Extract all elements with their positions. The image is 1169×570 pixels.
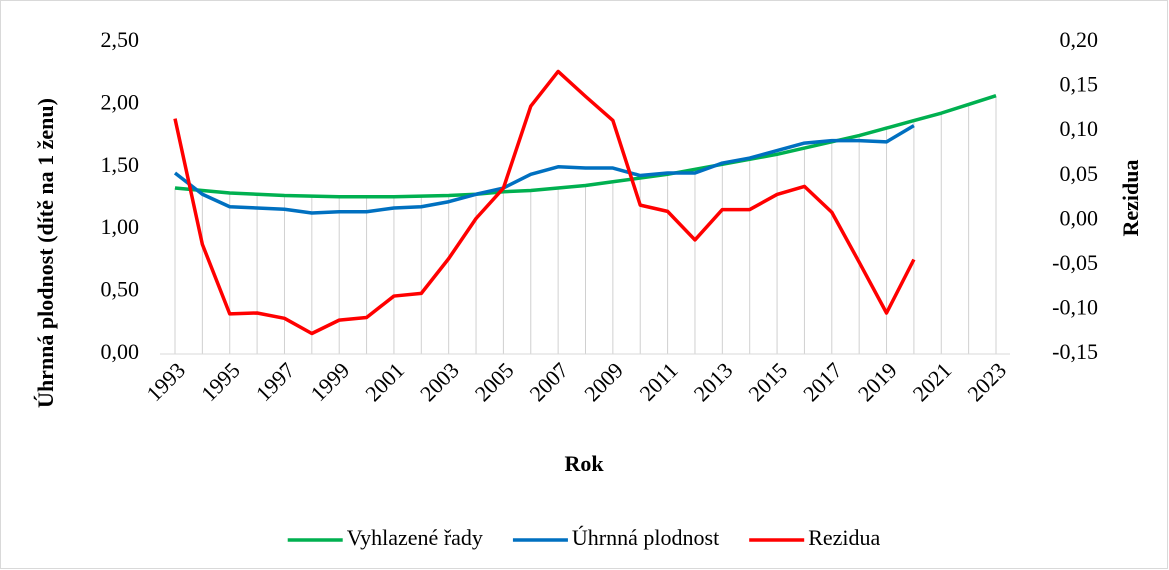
y-tick-label: 1,00 [101,214,140,239]
y2-tick-label: 0,20 [1060,27,1099,52]
y-tick-label: 0,50 [101,277,140,302]
y-tick-label: 0,00 [101,339,140,364]
legend-label: Rezidua [808,525,880,550]
y2-tick-label: 0,00 [1060,205,1099,230]
y-axis-title: Úhrnná plodnost (dítě na 1 ženu) [33,98,58,408]
y-tick-label: 2,50 [101,27,140,52]
y-tick-label: 1,50 [101,152,140,177]
series-line [173,124,915,215]
x-axis-title: Rok [564,451,604,476]
y2-tick-label: 0,15 [1060,72,1099,97]
series-line [174,93,997,199]
y2-tick-label: 0,10 [1060,116,1099,141]
legend-label: Vyhlazené řady [347,525,483,550]
y2-tick-label: -0,10 [1052,294,1098,319]
y2-axis-title: Rezidua [1118,160,1143,237]
legend-label: Úhrnná plodnost [572,525,719,550]
series-line [173,69,916,336]
y-tick-label: 2,00 [101,89,140,114]
y2-tick-label: 0,05 [1060,161,1099,186]
y2-tick-label: -0,15 [1052,339,1098,364]
y2-tick-label: -0,05 [1052,250,1098,275]
